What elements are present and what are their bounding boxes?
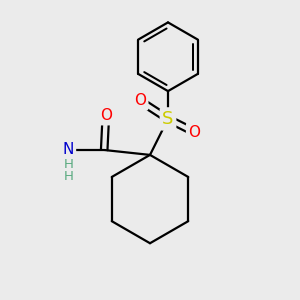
Text: S: S	[162, 110, 174, 128]
Text: N: N	[62, 142, 74, 158]
Text: H: H	[63, 158, 73, 171]
Text: O: O	[100, 108, 112, 123]
Text: O: O	[134, 93, 146, 108]
Text: H: H	[63, 170, 73, 183]
Text: O: O	[188, 124, 200, 140]
